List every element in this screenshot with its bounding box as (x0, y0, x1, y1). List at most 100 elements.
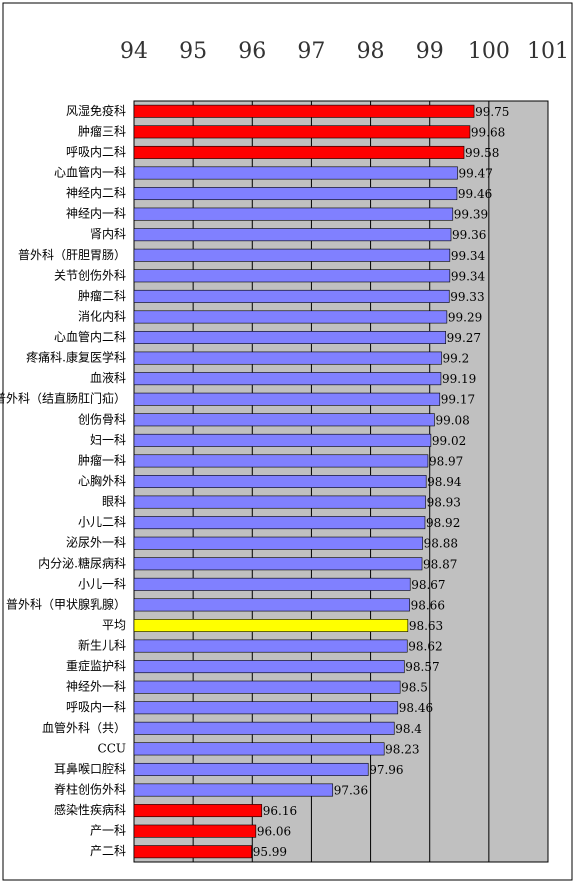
bar (133, 742, 385, 756)
bar (133, 516, 426, 530)
value-label: 98.66 (411, 598, 445, 612)
bar (133, 372, 442, 386)
y-tick-label: 脊柱创伤外科 (54, 782, 126, 797)
y-tick-label: 肿瘤二科 (78, 288, 126, 303)
y-tick-label: 肿瘤三科 (78, 123, 126, 138)
bar (133, 289, 450, 303)
y-tick-label: 神经内二科 (66, 186, 126, 200)
y-tick-label: 心胸外科 (78, 473, 126, 488)
y-tick-label: 小儿一科 (78, 577, 126, 591)
value-label: 99.75 (475, 105, 509, 119)
y-tick-label: 血液科 (90, 370, 126, 385)
y-tick-label: CCU (98, 741, 126, 755)
bar (133, 783, 334, 797)
x-tick-label: 95 (179, 39, 207, 64)
y-tick-label: 重症监护科 (66, 658, 126, 673)
bar (133, 433, 432, 447)
bar (133, 104, 475, 118)
bar (133, 187, 458, 201)
value-label: 99.29 (448, 310, 482, 324)
bar (133, 721, 395, 735)
value-label: 99.17 (441, 393, 475, 407)
y-tick-label: 创伤骨科 (78, 412, 126, 426)
value-label: 98.87 (423, 557, 457, 571)
value-label: 98.67 (411, 578, 445, 592)
y-tick-label: 呼吸内一科 (66, 700, 126, 714)
y-tick-label: 普外科（肝胆胃肠） (18, 248, 126, 262)
value-label: 99.68 (471, 125, 505, 139)
bar (133, 536, 423, 550)
y-tick-label: 疼痛科.康复医学科 (26, 350, 126, 365)
value-label: 99.19 (442, 372, 476, 386)
y-tick-label: 心血管内一科 (54, 164, 126, 179)
bar (133, 207, 454, 221)
value-label: 97.96 (369, 763, 403, 777)
value-label: 98.5 (401, 681, 428, 695)
y-tick-label: 关节创伤外科 (54, 268, 126, 282)
x-tick-label: 98 (357, 39, 385, 64)
y-tick-label: 内分泌.糖尿病科 (38, 555, 126, 570)
value-label: 98.88 (424, 537, 458, 551)
y-tick-label: 小儿二科 (78, 515, 126, 529)
value-label: 99.47 (459, 166, 493, 180)
bar (133, 680, 401, 694)
value-label: 99.08 (435, 413, 469, 427)
x-tick-label: 94 (120, 39, 148, 64)
x-tick-label: 100 (468, 39, 510, 64)
value-label: 99.34 (451, 269, 486, 283)
y-tick-label: 泌尿外一科 (66, 536, 126, 550)
value-label: 99.58 (465, 146, 499, 160)
y-tick-label: 耳鼻喉口腔科 (54, 761, 126, 776)
value-label: 99.34 (451, 249, 486, 263)
bar (133, 701, 399, 715)
value-label: 98.46 (399, 701, 433, 715)
value-label: 98.23 (385, 742, 419, 756)
value-label: 98.97 (429, 454, 463, 468)
bar (133, 598, 410, 612)
y-tick-label: 普外科（结直肠肛门疝） (0, 391, 126, 406)
value-label: 96.16 (263, 804, 297, 818)
y-tick-label: 消化内科 (78, 309, 126, 323)
y-tick-label: 心血管内二科 (54, 329, 126, 344)
y-tick-label: 新生儿科 (78, 638, 126, 653)
bar (133, 413, 435, 427)
value-label: 99.33 (450, 290, 484, 304)
bar (133, 804, 263, 818)
x-tick-label: 99 (416, 39, 444, 64)
bar (133, 392, 441, 406)
bar (133, 310, 448, 324)
bar (133, 125, 471, 139)
y-tick-label: 血管外科（共） (42, 720, 126, 735)
value-label: 99.02 (432, 434, 466, 448)
y-tick-label: 肿瘤一科 (78, 452, 126, 467)
bar (133, 145, 465, 159)
y-tick-label: 平均 (102, 618, 126, 632)
x-tick-label: 96 (238, 39, 266, 64)
bar (133, 248, 451, 262)
y-tick-label: 呼吸内二科 (66, 145, 126, 159)
bar (133, 269, 451, 283)
value-label: 97.36 (334, 784, 368, 798)
bar (133, 228, 452, 242)
value-label: 98.94 (427, 475, 462, 489)
bar (133, 619, 409, 632)
bar (133, 454, 429, 468)
bar (133, 351, 442, 365)
y-tick-label: 感染性疾病科 (54, 802, 126, 817)
y-tick-label: 产一科 (90, 824, 126, 838)
value-label: 98.93 (427, 496, 461, 510)
bar (133, 824, 257, 838)
value-label: 96.06 (257, 825, 291, 839)
value-label: 95.99 (253, 845, 287, 859)
bar (133, 577, 411, 591)
y-tick-label: 产二科 (90, 844, 126, 858)
value-label: 99.2 (443, 352, 470, 366)
bar (133, 331, 446, 344)
value-label: 99.27 (447, 331, 481, 345)
y-tick-label: 眼科 (102, 495, 126, 509)
bar (133, 475, 427, 488)
y-tick-label: 神经内一科 (66, 207, 126, 221)
x-tick-label: 97 (297, 39, 325, 64)
bar (133, 660, 405, 674)
